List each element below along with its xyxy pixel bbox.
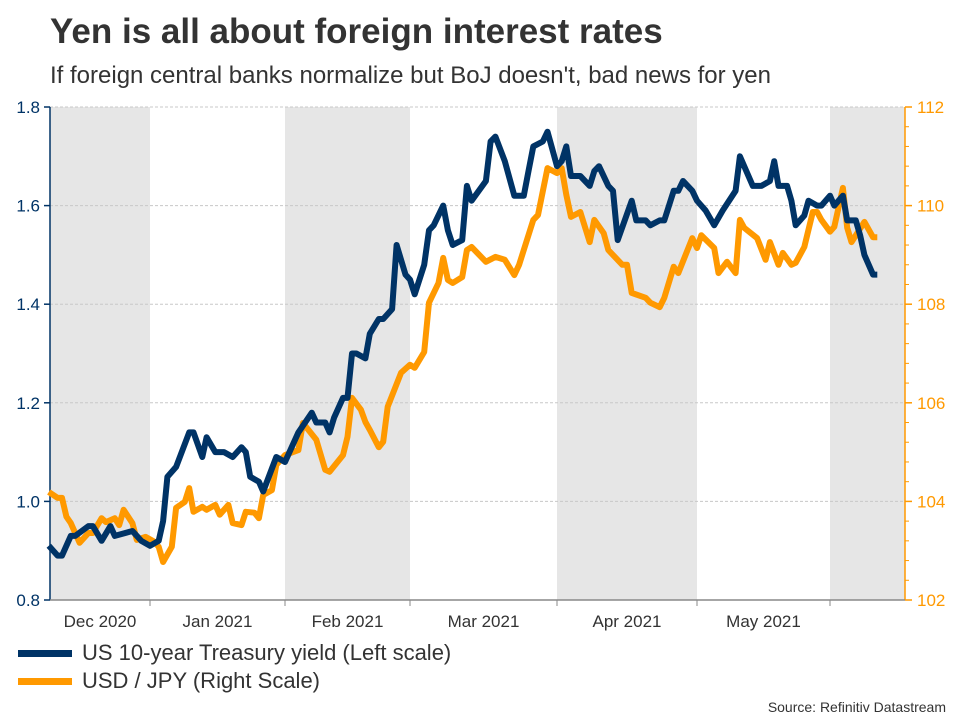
left-tick-label: 1.4 xyxy=(16,295,40,314)
shaded-month-band xyxy=(557,107,697,600)
legend-swatch-usdjpy xyxy=(18,677,72,685)
left-tick-label: 1.2 xyxy=(16,394,40,413)
shaded-month-band xyxy=(285,107,410,600)
legend-label-usdjpy: USD / JPY (Right Scale) xyxy=(82,668,321,693)
month-bands xyxy=(50,107,905,600)
us10y-line xyxy=(46,128,878,559)
legend-label-us10y: US 10-year Treasury yield (Left scale) xyxy=(82,640,452,665)
x-tick-label: May 2021 xyxy=(726,612,801,631)
right-tick-label: 112 xyxy=(917,98,944,117)
left-tick-label: 1.6 xyxy=(16,197,40,216)
axes: 0.8 1.0 1.2 1.4 1.6 1.8 102 104 106 108 110 112 Dec … xyxy=(16,98,945,631)
legend-item-us10y: US 10-year Treasury yield (Left scale) xyxy=(18,640,451,666)
x-tick-label: Dec 2020 xyxy=(64,612,137,631)
chart-subtitle: If foreign central banks normalize but B… xyxy=(50,62,771,89)
x-tick-label: Apr 2021 xyxy=(593,612,662,631)
right-tick-label: 102 xyxy=(917,591,945,610)
right-tick-label: 110 xyxy=(917,197,944,216)
x-tick-label: Jan 2021 xyxy=(183,612,253,631)
usdjpy-line xyxy=(47,165,878,565)
right-tick-label: 104 xyxy=(917,492,945,511)
source-note: Source: Refinitiv Datastream xyxy=(767,699,946,715)
chart-title: Yen is all about foreign interest rates xyxy=(50,12,663,51)
left-tick-label: 1.8 xyxy=(16,98,40,117)
series-lines xyxy=(46,128,878,565)
legend-swatch-us10y xyxy=(18,649,72,657)
right-tick-label: 108 xyxy=(917,295,945,314)
right-tick-label: 106 xyxy=(917,394,945,413)
x-tick-label: Feb 2021 xyxy=(312,612,384,631)
legend-item-usdjpy: USD / JPY (Right Scale) xyxy=(18,668,320,694)
shaded-month-band xyxy=(830,107,905,600)
left-tick-label: 0.8 xyxy=(16,591,40,610)
x-tick-label: Mar 2021 xyxy=(448,612,520,631)
left-tick-label: 1.0 xyxy=(16,492,40,511)
